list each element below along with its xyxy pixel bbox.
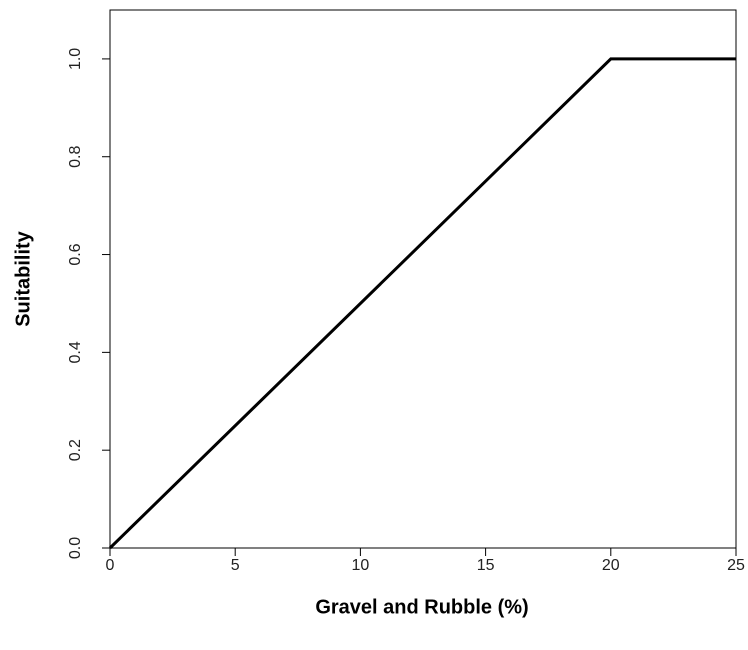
y-tick-label: 0.2 (67, 439, 84, 461)
x-tick-label: 5 (231, 557, 240, 574)
y-tick-label: 1.0 (67, 48, 84, 70)
y-axis-title: Suitability (12, 230, 34, 326)
x-tick-label: 20 (602, 557, 620, 574)
x-tick-label: 0 (106, 557, 115, 574)
y-tick-label: 0.6 (67, 243, 84, 265)
x-tick-label: 15 (477, 557, 495, 574)
y-tick-label: 0.0 (67, 537, 84, 559)
line (108, 57, 736, 550)
x-axis-title: Gravel and Rubble (%) (315, 596, 528, 618)
y-tick-label: 0.4 (67, 341, 84, 363)
x-tick-label: 10 (352, 557, 370, 574)
y-tick-label: 0.8 (67, 146, 84, 168)
x-tick-label: 25 (727, 557, 745, 574)
plot-frame (109, 9, 737, 549)
